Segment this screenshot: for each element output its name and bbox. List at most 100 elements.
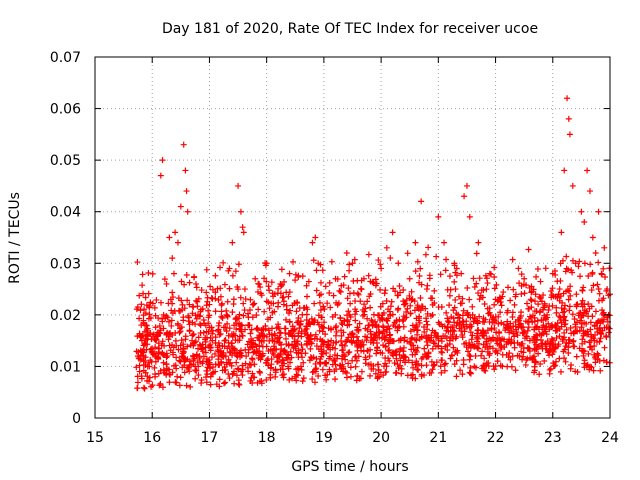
data-point [307, 339, 314, 346]
data-point [141, 328, 148, 335]
data-point [234, 365, 241, 372]
data-point [203, 289, 210, 296]
data-point [518, 341, 525, 348]
data-point [548, 335, 555, 342]
data-point [175, 295, 182, 302]
data-point [349, 331, 356, 338]
data-point [249, 344, 256, 351]
data-point [315, 373, 322, 380]
data-point [519, 330, 526, 337]
data-point [516, 321, 523, 328]
data-point [474, 327, 481, 334]
data-point [339, 341, 346, 348]
data-point [261, 308, 268, 315]
data-point [344, 295, 351, 302]
data-point [453, 373, 460, 380]
data-point [496, 335, 503, 342]
data-point [265, 355, 272, 362]
data-point [439, 357, 446, 364]
data-point [298, 341, 305, 348]
data-point [212, 361, 219, 368]
data-point [301, 304, 308, 311]
data-point [341, 317, 348, 324]
data-point [397, 357, 404, 364]
data-point [285, 365, 292, 372]
data-point [452, 335, 459, 342]
data-point [367, 328, 374, 335]
data-point [239, 366, 246, 373]
data-point [286, 376, 293, 383]
data-point [514, 332, 521, 339]
data-point [171, 307, 178, 314]
y-tick-label: 0.05 [50, 153, 81, 169]
data-point [375, 361, 382, 368]
data-point [504, 322, 510, 329]
data-point [332, 361, 339, 368]
data-point [193, 284, 200, 291]
data-point [588, 303, 595, 310]
data-point [549, 270, 556, 277]
data-point [537, 278, 544, 285]
data-point [367, 372, 374, 379]
data-point [207, 381, 214, 388]
data-point [352, 353, 359, 360]
data-point [260, 337, 267, 344]
data-point [556, 297, 563, 304]
data-point [602, 273, 609, 280]
data-point [466, 342, 473, 349]
data-point [347, 300, 354, 307]
data-point [221, 281, 228, 288]
data-point [558, 229, 565, 236]
data-point [267, 364, 274, 371]
data-point [208, 370, 215, 377]
chart-title: Day 181 of 2020, Rate Of TEC Index for r… [162, 21, 538, 37]
data-point [236, 311, 243, 318]
data-point [317, 307, 324, 314]
data-point [491, 325, 498, 332]
data-point [595, 259, 602, 266]
x-tick-label: 15 [86, 430, 104, 446]
data-point [557, 368, 564, 375]
data-point [370, 362, 377, 369]
data-point [205, 361, 212, 368]
data-point [379, 300, 386, 307]
data-point [573, 303, 580, 310]
x-tick-label: 16 [143, 430, 161, 446]
data-point [536, 371, 543, 378]
data-point [341, 342, 348, 349]
data-point [464, 309, 471, 316]
data-point [279, 366, 286, 373]
data-point [387, 331, 394, 338]
data-point [566, 307, 573, 314]
data-point [545, 307, 552, 314]
data-point [456, 315, 463, 322]
data-point [280, 357, 287, 364]
data-point [385, 323, 392, 330]
data-point [407, 328, 414, 335]
data-point [217, 347, 224, 354]
data-point [160, 359, 167, 366]
data-point [527, 296, 534, 303]
data-point [209, 286, 216, 293]
data-point [374, 345, 381, 352]
data-point [418, 303, 425, 310]
data-point [407, 302, 414, 309]
data-point [561, 334, 568, 341]
data-point [146, 363, 153, 370]
data-point [435, 342, 442, 349]
data-point [478, 352, 485, 359]
data-point [153, 336, 160, 343]
data-point [326, 368, 333, 375]
data-point [494, 358, 501, 365]
data-point [423, 286, 430, 293]
data-point [444, 342, 451, 349]
data-point [400, 354, 407, 361]
data-point [575, 263, 582, 270]
data-point [568, 362, 575, 369]
data-point [423, 338, 430, 345]
data-point [525, 305, 532, 312]
data-point [341, 273, 348, 280]
data-point [233, 315, 240, 322]
data-point [166, 234, 173, 241]
data-point [444, 315, 451, 322]
